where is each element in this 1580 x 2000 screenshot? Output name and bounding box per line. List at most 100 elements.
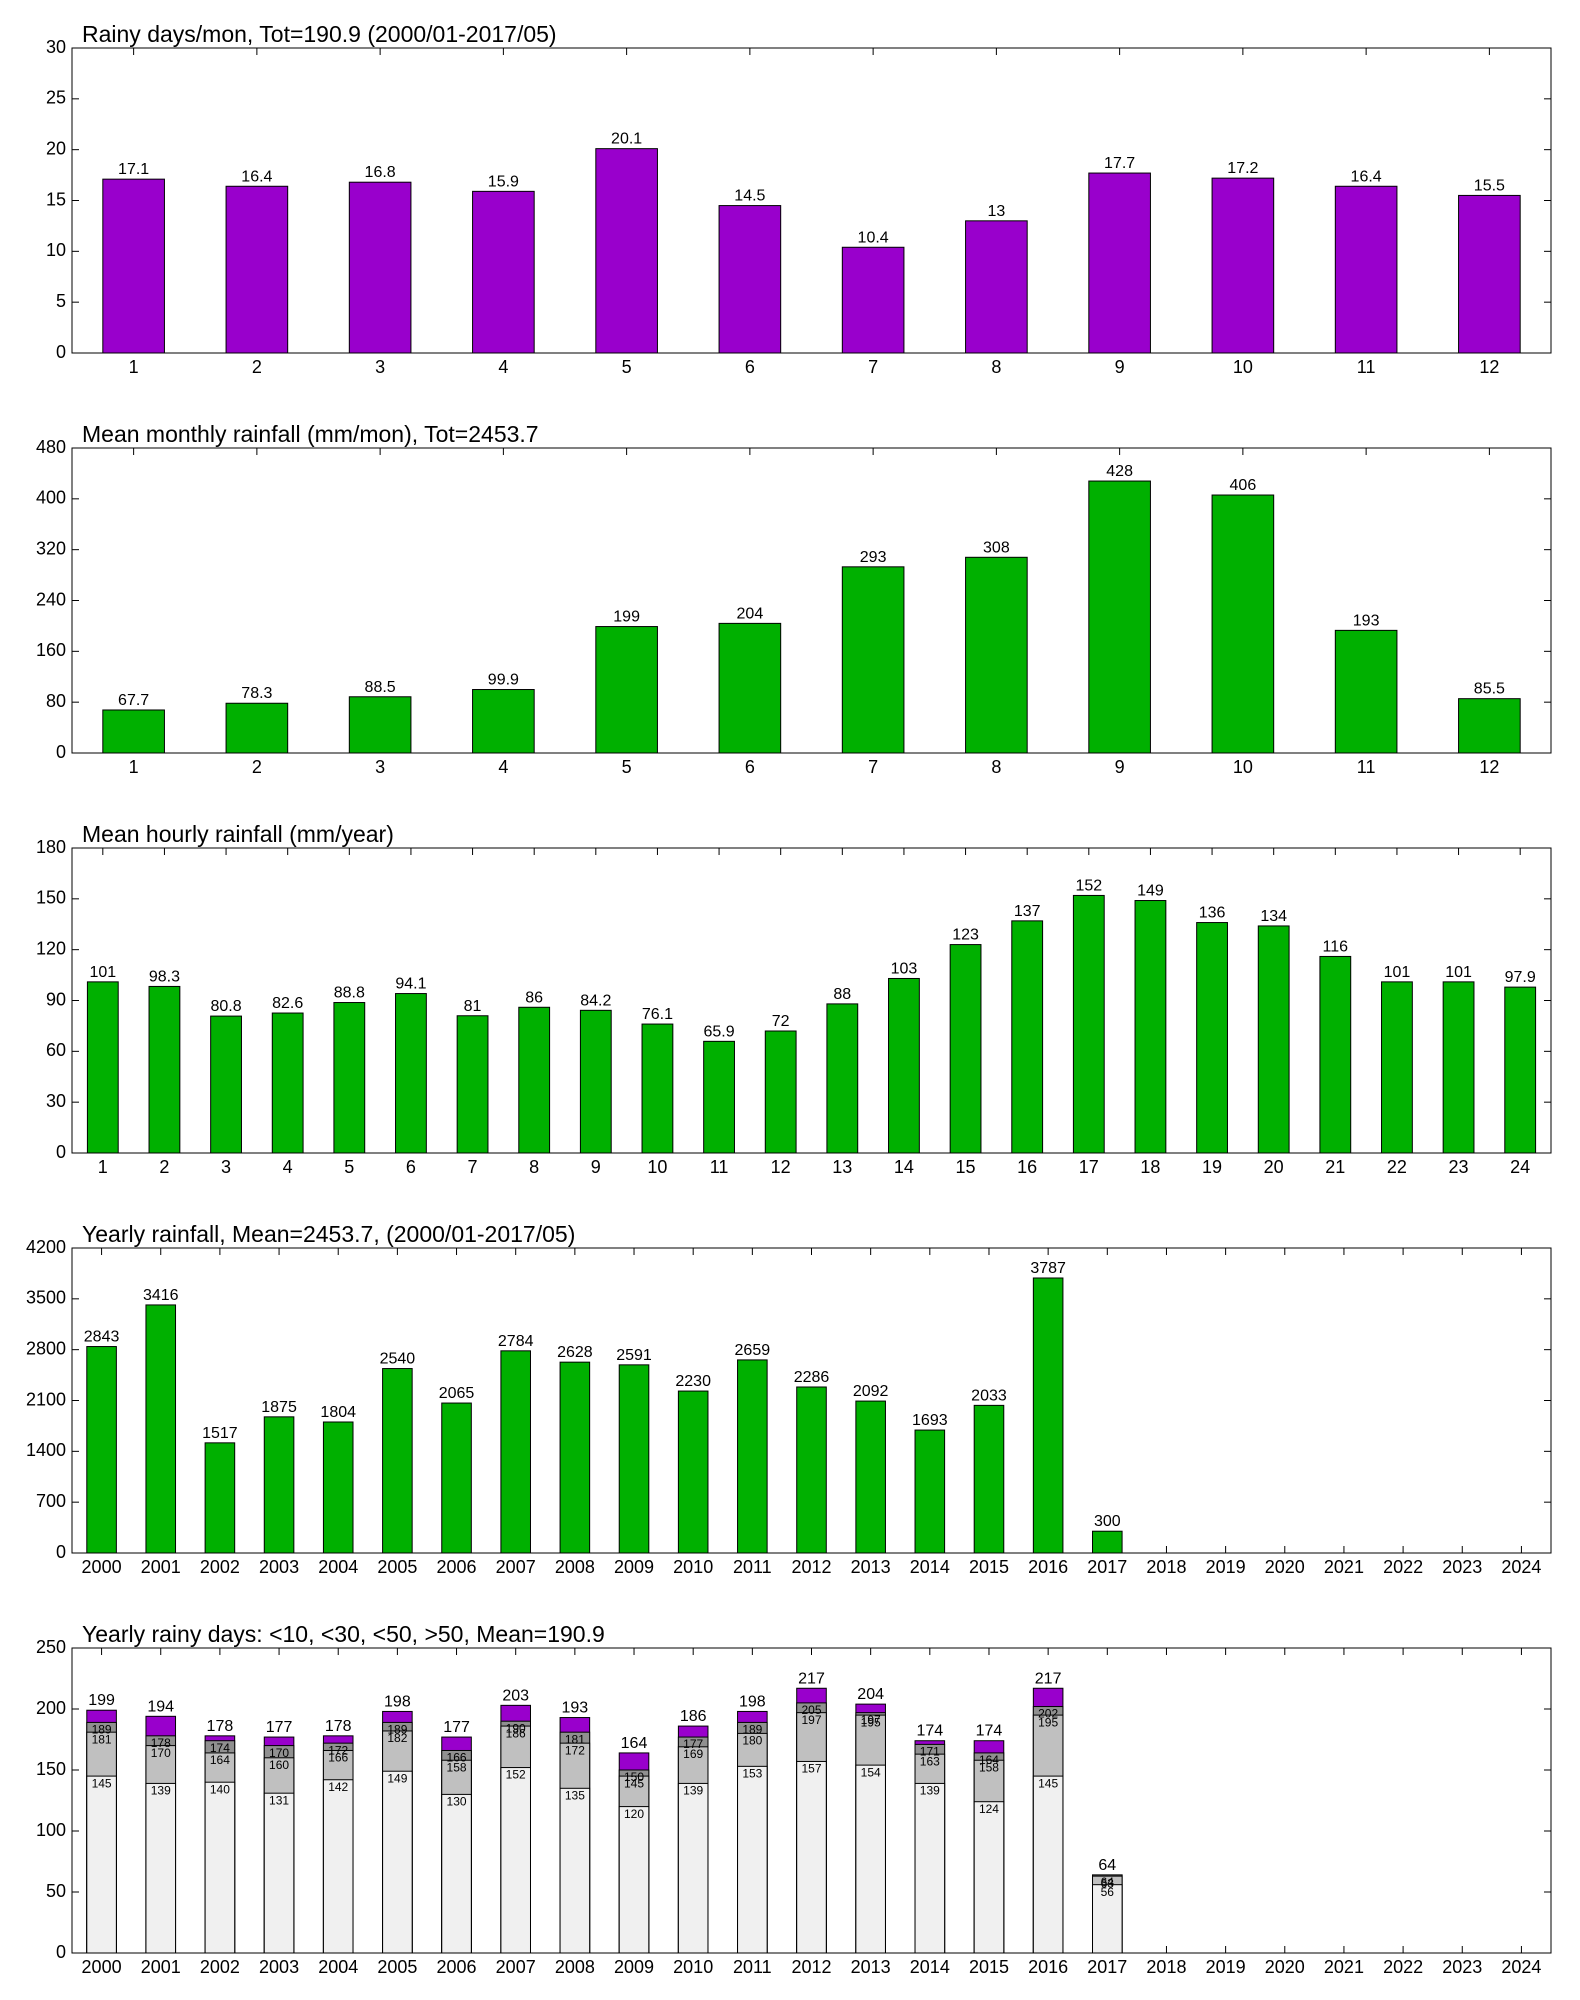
x-tick-label: 2 — [252, 357, 262, 377]
y-tick-label: 180 — [36, 837, 66, 857]
bar — [595, 626, 658, 754]
x-tick-label: 3 — [375, 357, 385, 377]
value-label: 428 — [1106, 463, 1133, 480]
value-label: 202 — [1038, 1707, 1058, 1721]
x-tick-label: 2011 — [733, 1557, 772, 1577]
value-label: 2784 — [498, 1333, 534, 1350]
chart-title: Rainy days/mon, Tot=190.9 (2000/01-2017/… — [82, 21, 557, 47]
bar — [500, 1350, 531, 1554]
value-label: 157 — [801, 1762, 821, 1776]
bar — [263, 1416, 295, 1554]
x-tick-label: 2004 — [318, 1957, 358, 1977]
x-tick-label: 1 — [129, 757, 139, 777]
value-label: 163 — [920, 1754, 940, 1768]
value-label: 177 — [683, 1737, 703, 1751]
x-tick-label: 4 — [498, 357, 508, 377]
bar — [641, 1023, 674, 1154]
value-label: 88.5 — [365, 679, 396, 696]
bar — [737, 1765, 768, 1954]
y-tick-label: 0 — [56, 342, 66, 362]
value-label: 164 — [979, 1753, 999, 1767]
x-tick-label: 2022 — [1383, 1557, 1423, 1577]
x-tick-label: 2022 — [1383, 1957, 1423, 1977]
bar — [441, 1402, 472, 1554]
value-label: 139 — [151, 1784, 171, 1798]
x-tick-label: 9 — [591, 1157, 601, 1177]
value-label: 189 — [387, 1723, 407, 1737]
value-label: 174 — [976, 1723, 1003, 1740]
y-tick-label: 240 — [36, 589, 66, 609]
value-label: 152 — [506, 1768, 526, 1782]
plot-frame — [71, 1247, 1552, 1554]
x-tick-label: 2 — [252, 757, 262, 777]
bar — [1134, 900, 1167, 1154]
x-tick-label: 2014 — [910, 1557, 950, 1577]
value-label: 193 — [1353, 612, 1380, 629]
bar — [322, 1779, 354, 1954]
bar — [595, 148, 658, 354]
bar — [579, 1009, 612, 1154]
value-label: 198 — [384, 1693, 411, 1710]
value-label: 204 — [857, 1686, 884, 1703]
x-tick-label: 1 — [98, 1157, 108, 1177]
value-label: 78.3 — [241, 685, 272, 702]
value-label: 145 — [92, 1776, 112, 1790]
value-label: 177 — [443, 1719, 470, 1736]
x-tick-label: 22 — [1387, 1157, 1407, 1177]
value-label: 204 — [737, 605, 764, 622]
chart-title: Yearly rainy days: <10, <30, <50, >50, M… — [82, 1621, 605, 1647]
x-tick-label: 2021 — [1324, 1957, 1364, 1977]
x-tick-label: 24 — [1510, 1157, 1530, 1177]
x-tick-label: 5 — [622, 357, 632, 377]
value-label: 197 — [801, 1713, 821, 1727]
x-tick-label: 2012 — [791, 1957, 831, 1977]
x-tick-label: 2017 — [1087, 1957, 1127, 1977]
value-label: 217 — [798, 1670, 825, 1687]
x-tick-label: 9 — [1115, 757, 1125, 777]
x-tick-label: 2002 — [200, 1557, 240, 1577]
x-tick-label: 2024 — [1501, 1957, 1541, 1977]
bar — [225, 185, 289, 354]
x-tick-label: 2 — [159, 1157, 169, 1177]
bar — [1334, 185, 1398, 354]
chart-title: Mean hourly rainfall (mm/year) — [82, 821, 394, 847]
y-tick-label: 20 — [46, 138, 66, 158]
value-label: 2230 — [675, 1373, 711, 1390]
value-label: 101 — [1384, 964, 1411, 981]
bar — [965, 556, 1028, 754]
value-label: 85.5 — [1474, 681, 1505, 698]
bar — [1088, 480, 1151, 754]
value-label: 158 — [447, 1760, 467, 1774]
value-label: 170 — [269, 1746, 289, 1760]
bar — [148, 985, 181, 1154]
x-tick-label: 12 — [1479, 357, 1499, 377]
x-tick-label: 2018 — [1146, 1557, 1186, 1577]
value-label: 98.3 — [149, 968, 180, 985]
value-label: 181 — [565, 1732, 585, 1746]
value-label: 10.4 — [858, 229, 889, 246]
value-label: 3787 — [1030, 1260, 1066, 1277]
x-tick-label: 6 — [745, 357, 755, 377]
value-label: 166 — [328, 1751, 348, 1765]
bar — [1257, 925, 1290, 1154]
value-label: 170 — [151, 1746, 171, 1760]
bar — [737, 1359, 768, 1554]
value-label: 205 — [801, 1703, 821, 1717]
y-tick-label: 1400 — [26, 1440, 66, 1460]
x-tick-label: 2001 — [141, 1557, 181, 1577]
bar — [973, 1801, 1005, 1954]
x-tick-label: 2006 — [437, 1557, 477, 1577]
bar — [618, 1806, 650, 1954]
value-label: 86 — [525, 989, 543, 1006]
y-tick-label: 5 — [56, 291, 66, 311]
x-tick-label: 21 — [1325, 1157, 1345, 1177]
value-label: 99.9 — [488, 672, 519, 689]
value-label: 136 — [1199, 905, 1226, 922]
bar — [1319, 955, 1352, 1154]
value-label: 190 — [506, 1721, 526, 1735]
x-tick-label: 7 — [868, 357, 878, 377]
value-label: 186 — [506, 1726, 526, 1740]
bar — [145, 1782, 177, 1954]
x-tick-label: 2013 — [851, 1957, 891, 1977]
value-label: 158 — [979, 1760, 999, 1774]
